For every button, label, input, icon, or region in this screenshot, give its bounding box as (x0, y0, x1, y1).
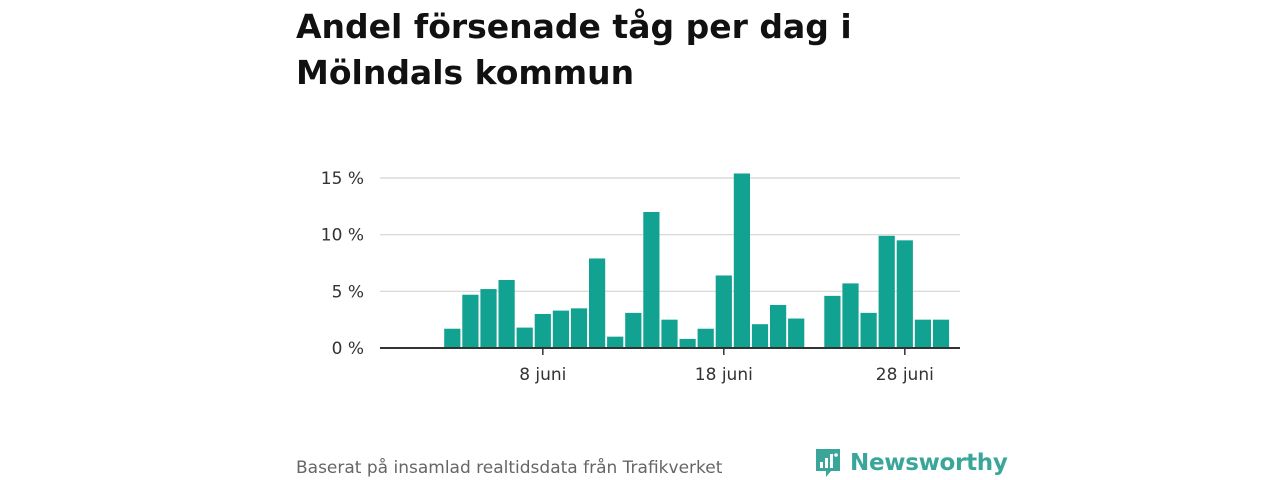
bar (625, 312, 642, 348)
x-tick-label: 28 juni (876, 365, 934, 385)
bar (498, 280, 515, 348)
bar (679, 338, 696, 348)
bar (788, 318, 805, 348)
y-axis-labels: 0 % 5 % 10 % 15 % (321, 169, 364, 359)
x-axis-ticks (542, 348, 906, 355)
bar (770, 304, 787, 348)
x-tick-label: 18 juni (695, 365, 753, 385)
bar (751, 324, 769, 348)
bar (842, 283, 859, 348)
y-tick-label: 0 % (332, 339, 364, 359)
bar (643, 212, 660, 348)
source-note: Baserat på insamlad realtidsdata från Tr… (296, 458, 723, 478)
bar (932, 319, 950, 348)
bar (516, 327, 533, 348)
bar (860, 312, 877, 348)
newsworthy-logo[interactable]: Newsworthy (814, 446, 1008, 480)
bar (607, 336, 624, 348)
bar (733, 173, 750, 348)
bar (570, 308, 588, 348)
bar (715, 275, 732, 348)
grid-lines (380, 177, 960, 292)
newsworthy-logo-icon (816, 449, 840, 477)
bar (534, 314, 551, 348)
bar (462, 294, 479, 348)
y-tick-label: 10 % (321, 226, 364, 246)
bar (914, 319, 931, 348)
bar (444, 328, 461, 348)
bar (824, 295, 841, 348)
chart-title: Andel försenade tåg per dag i Mölndals k… (296, 7, 852, 92)
bar (480, 289, 497, 348)
bar (896, 240, 913, 348)
bar (697, 328, 714, 348)
x-axis-labels: 8 juni 18 juni 28 juni (519, 365, 934, 385)
x-tick-label: 8 juni (519, 365, 566, 385)
bars (444, 173, 950, 348)
bar (878, 235, 895, 348)
logo-text: Newsworthy (850, 450, 1008, 476)
bar (661, 319, 678, 348)
bar (552, 310, 569, 348)
bar (589, 258, 606, 348)
y-tick-label: 15 % (321, 169, 364, 189)
y-tick-label: 5 % (332, 282, 364, 302)
